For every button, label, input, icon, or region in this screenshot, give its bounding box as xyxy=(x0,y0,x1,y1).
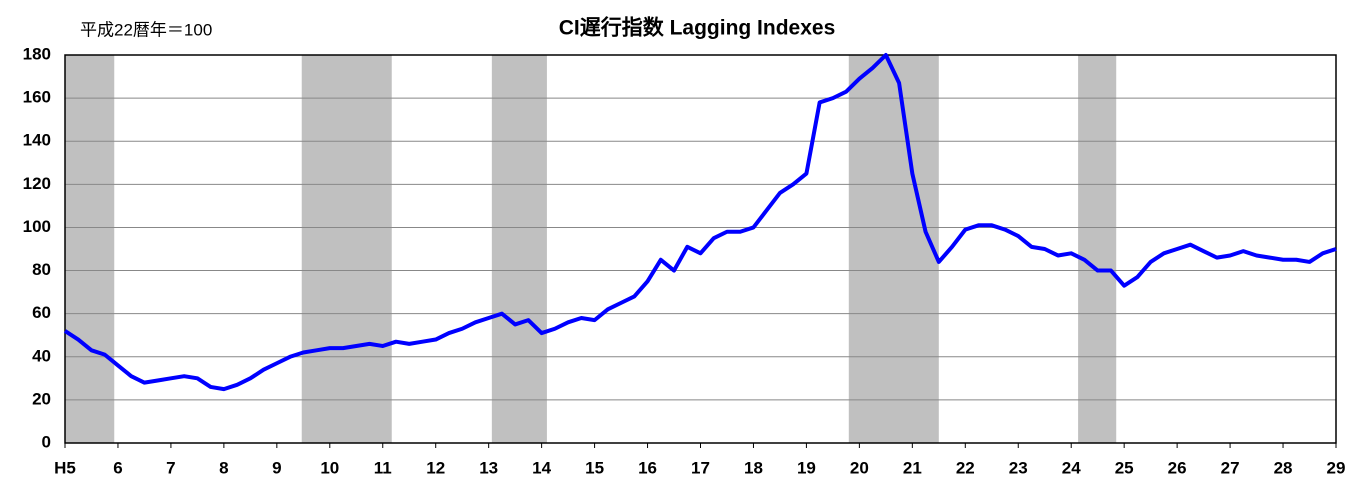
shaded-period xyxy=(65,55,115,443)
y-tick-label: 120 xyxy=(23,174,51,193)
x-tick-label: 15 xyxy=(585,458,604,477)
x-tick-label: 18 xyxy=(744,458,763,477)
x-tick-label: 7 xyxy=(166,458,175,477)
x-tick-label: 20 xyxy=(850,458,869,477)
shaded-period xyxy=(1078,55,1117,443)
plot-border xyxy=(64,54,1337,444)
x-tick-label: 21 xyxy=(903,458,922,477)
chart-title: CI遅行指数 Lagging Indexes xyxy=(559,16,836,40)
x-tick-label: 25 xyxy=(1115,458,1134,477)
x-tick-label: 8 xyxy=(219,458,228,477)
x-tick-label: 9 xyxy=(272,458,281,477)
y-tick-label: 40 xyxy=(32,346,51,365)
x-tick-label: 13 xyxy=(479,458,498,477)
x-tick-label: 28 xyxy=(1274,458,1293,477)
x-tick-label: 10 xyxy=(320,458,339,477)
x-tick-label: 14 xyxy=(532,458,551,477)
chart-subtitle: 平成22暦年＝100 xyxy=(80,20,212,39)
y-tick-label: 80 xyxy=(32,260,51,279)
x-tick-label: 19 xyxy=(797,458,816,477)
y-tick-label: 140 xyxy=(23,131,51,150)
x-tick-label: 16 xyxy=(638,458,657,477)
x-tick-label: 23 xyxy=(1009,458,1028,477)
y-tick-label: 0 xyxy=(42,432,51,451)
y-tick-label: 20 xyxy=(32,389,51,408)
x-tick-label: 6 xyxy=(113,458,122,477)
x-tick-label: 11 xyxy=(374,458,392,477)
x-tick-label: 27 xyxy=(1221,458,1240,477)
x-tick-label: 24 xyxy=(1062,458,1081,477)
y-tick-label: 60 xyxy=(32,303,51,322)
x-tick-label: 22 xyxy=(956,458,975,477)
x-tick-label: 17 xyxy=(691,458,710,477)
x-tick-label: H5 xyxy=(54,458,76,477)
data-line xyxy=(63,53,1337,392)
x-tick-label: 12 xyxy=(426,458,445,477)
x-tick-label: 29 xyxy=(1327,458,1346,477)
shaded-period xyxy=(848,55,939,443)
y-tick-label: 160 xyxy=(23,88,51,107)
shaded-period xyxy=(491,55,547,443)
x-tick-label: 26 xyxy=(1168,458,1187,477)
y-tick-label: 180 xyxy=(23,44,51,63)
y-tick-label: 100 xyxy=(23,217,51,236)
shaded-period xyxy=(301,55,392,443)
